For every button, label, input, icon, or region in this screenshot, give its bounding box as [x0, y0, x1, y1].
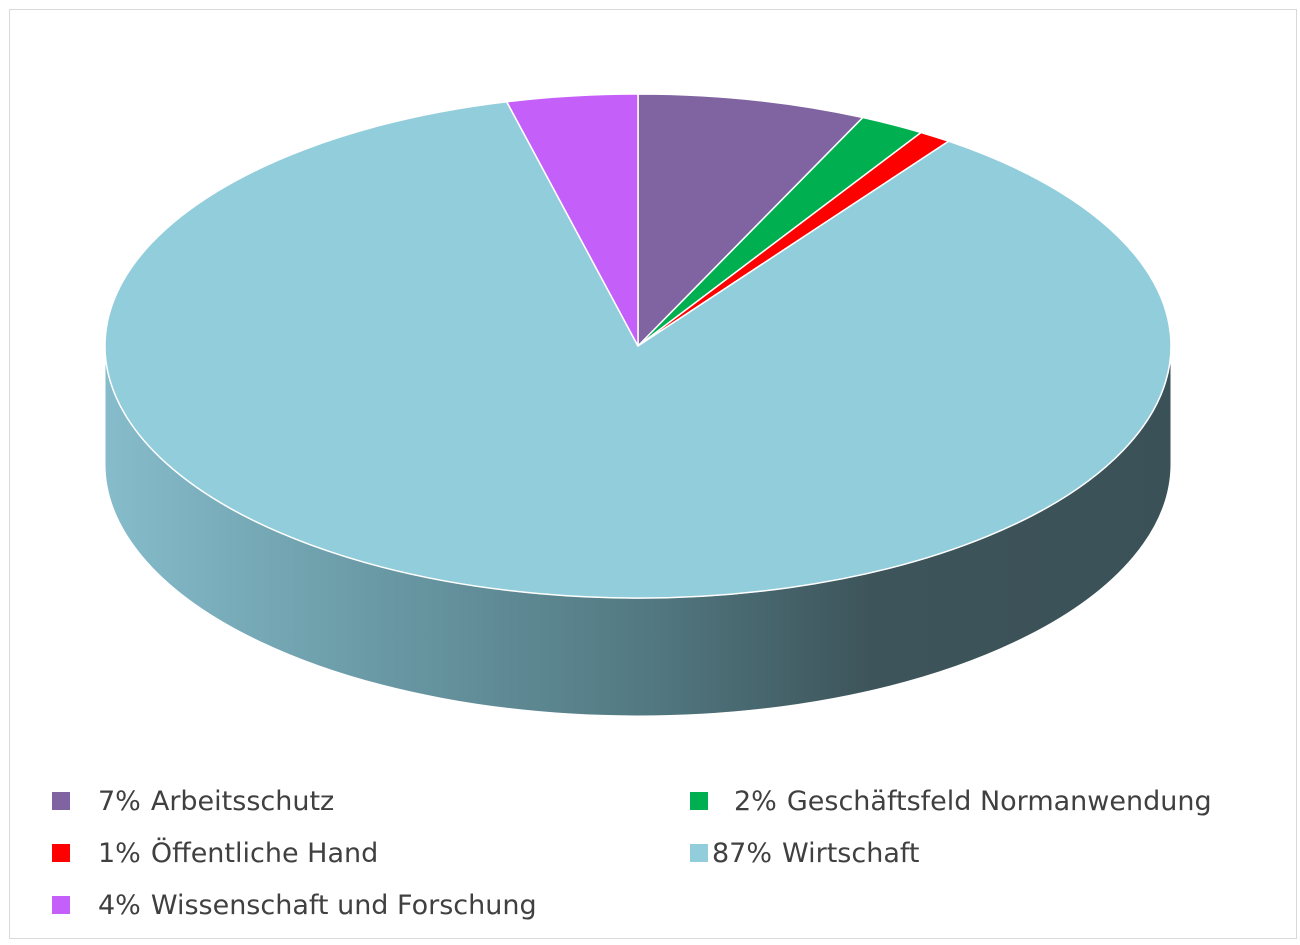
pie-top-face	[104, 93, 1172, 599]
legend-item-wirtschaft: 87% Wirtschaft	[690, 836, 920, 870]
legend-label: Wissenschaft und Forschung	[150, 889, 537, 921]
legend-label: Öffentliche Hand	[150, 837, 379, 869]
legend-percent: 7%	[98, 785, 141, 817]
legend-swatch	[690, 792, 708, 810]
legend-label: Wirtschaft	[782, 837, 920, 869]
legend-label: Arbeitsschutz	[150, 785, 335, 817]
legend-item-oeffentliche-hand: 1% Öffentliche Hand	[52, 836, 378, 870]
legend-swatch	[52, 896, 70, 914]
legend-swatch	[690, 844, 708, 862]
legend-percent: 4%	[98, 889, 141, 921]
legend-item-geschaeftsfeld: 2% Geschäftsfeld Normanwendung	[690, 784, 1212, 818]
legend-percent: 87%	[712, 837, 773, 869]
legend-label: Geschäftsfeld Normanwendung	[786, 785, 1212, 817]
legend-swatch	[52, 844, 70, 862]
legend-percent: 2%	[734, 785, 777, 817]
legend-swatch	[52, 792, 70, 810]
pie-slice-wissenschaft-und-forschung	[505, 93, 639, 347]
pie-slice-wirtschaft	[104, 101, 1172, 599]
pie-slice-arbeitsschutz	[637, 93, 864, 347]
legend-item-arbeitsschutz: 7% Arbeitsschutz	[52, 784, 334, 818]
legend-item-wissenschaft: 4% Wissenschaft und Forschung	[52, 888, 537, 922]
legend-percent: 1%	[98, 837, 141, 869]
